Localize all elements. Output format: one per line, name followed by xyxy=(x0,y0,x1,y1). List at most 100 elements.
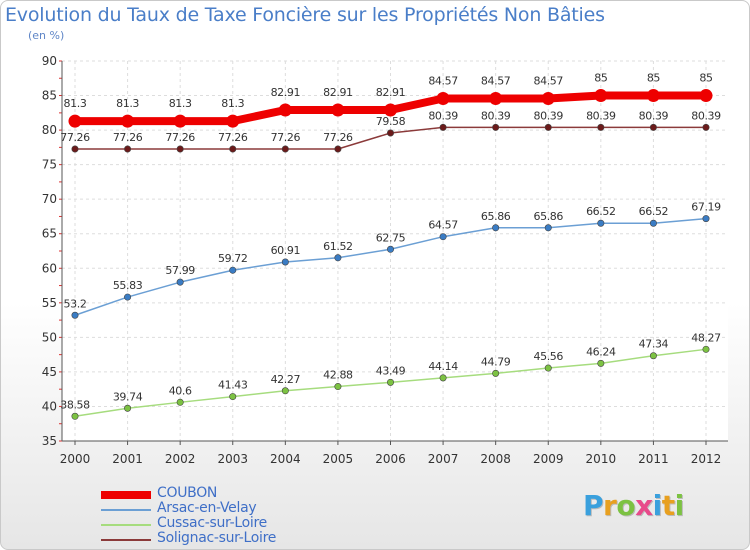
data-point xyxy=(439,233,447,241)
data-label: 42.27 xyxy=(271,373,301,386)
logo-letter: i xyxy=(652,489,663,522)
data-point xyxy=(439,374,447,382)
data-label: 57.99 xyxy=(165,264,195,277)
data-point xyxy=(281,145,289,153)
data-label: 77.26 xyxy=(323,131,353,144)
data-point xyxy=(436,92,450,106)
data-label: 61.52 xyxy=(323,240,353,253)
data-point xyxy=(124,145,132,153)
data-point xyxy=(226,114,240,128)
x-tick-label: 2002 xyxy=(165,452,196,466)
proxiti-logo: Proxiti xyxy=(583,489,684,522)
data-point xyxy=(278,103,292,117)
data-point xyxy=(702,123,710,131)
chart-unit-label: (en %) xyxy=(28,29,65,42)
data-point xyxy=(544,123,552,131)
x-tick-label: 2005 xyxy=(323,452,354,466)
data-point xyxy=(331,103,345,117)
data-label: 41.43 xyxy=(218,379,248,392)
legend-swatch xyxy=(101,491,151,499)
y-tick-label: 45 xyxy=(42,365,57,379)
data-point xyxy=(121,114,135,128)
logo-letter: r xyxy=(603,489,617,522)
y-tick-label: 60 xyxy=(42,261,57,275)
chart-title: Evolution du Taux de Taxe Foncière sur l… xyxy=(5,4,605,26)
data-label: 82.91 xyxy=(271,86,301,99)
logo-letter: P xyxy=(583,489,604,522)
data-point xyxy=(649,352,657,360)
data-label: 84.57 xyxy=(534,75,564,88)
x-tick-label: 2000 xyxy=(60,452,91,466)
data-point xyxy=(229,145,237,153)
data-label: 44.79 xyxy=(481,355,511,368)
data-point xyxy=(492,369,500,377)
data-label: 81.3 xyxy=(169,97,192,110)
data-point xyxy=(124,293,132,301)
data-point xyxy=(176,145,184,153)
legend-swatch xyxy=(101,524,151,526)
legend-swatch xyxy=(101,509,151,511)
y-tick-label: 50 xyxy=(42,330,57,344)
data-label: 77.26 xyxy=(218,131,248,144)
data-point xyxy=(646,89,660,103)
data-label: 64.57 xyxy=(428,219,458,232)
data-label: 85 xyxy=(699,72,713,85)
data-point xyxy=(386,245,394,253)
data-label: 81.3 xyxy=(116,97,139,110)
data-label: 77.26 xyxy=(271,131,301,144)
data-label: 44.14 xyxy=(428,360,458,373)
y-tick-label: 80 xyxy=(42,123,57,137)
x-tick-label: 2003 xyxy=(217,452,248,466)
data-point xyxy=(71,311,79,319)
x-tick-label: 2001 xyxy=(112,452,143,466)
data-point xyxy=(71,145,79,153)
y-tick-label: 90 xyxy=(42,54,57,68)
data-point xyxy=(541,92,555,106)
data-label: 48.27 xyxy=(691,331,721,344)
data-label: 84.57 xyxy=(481,75,511,88)
legend-label: COUBON xyxy=(157,485,218,501)
x-tick-label: 2010 xyxy=(586,452,617,466)
x-tick-label: 2011 xyxy=(638,452,669,466)
logo-letter: o xyxy=(616,489,636,522)
data-point xyxy=(489,92,503,106)
data-point xyxy=(334,145,342,153)
logo-letter: x xyxy=(635,489,653,522)
data-label: 67.19 xyxy=(691,201,721,214)
data-point xyxy=(334,383,342,391)
data-label: 62.75 xyxy=(376,231,406,244)
data-point xyxy=(386,129,394,137)
data-label: 53.2 xyxy=(64,297,87,310)
y-tick-label: 65 xyxy=(42,227,57,241)
data-label: 80.39 xyxy=(639,109,669,122)
data-label: 38.58 xyxy=(60,398,90,411)
data-label: 43.49 xyxy=(376,364,406,377)
data-label: 79.58 xyxy=(376,115,406,128)
data-label: 46.24 xyxy=(586,345,616,358)
logo-letter: t xyxy=(661,489,675,522)
data-point xyxy=(176,278,184,286)
data-point xyxy=(173,114,187,128)
x-tick-label: 2012 xyxy=(691,452,722,466)
data-label: 80.39 xyxy=(428,109,458,122)
y-tick-label: 75 xyxy=(42,158,57,172)
data-point xyxy=(334,254,342,262)
data-point xyxy=(702,215,710,223)
data-point xyxy=(649,219,657,227)
data-label: 80.39 xyxy=(691,109,721,122)
data-point xyxy=(124,404,132,412)
data-label: 45.56 xyxy=(534,350,564,363)
data-point xyxy=(281,258,289,266)
data-label: 59.72 xyxy=(218,252,248,265)
legend-swatch xyxy=(101,539,151,541)
y-tick-label: 35 xyxy=(42,434,57,448)
logo-letter: i xyxy=(674,489,685,522)
data-point xyxy=(597,123,605,131)
legend-label: Cussac-sur-Loire xyxy=(157,515,267,531)
data-label: 84.57 xyxy=(428,75,458,88)
data-point xyxy=(492,123,500,131)
y-tick-label: 85 xyxy=(42,89,57,103)
x-tick-label: 2007 xyxy=(428,452,459,466)
data-point xyxy=(229,393,237,401)
